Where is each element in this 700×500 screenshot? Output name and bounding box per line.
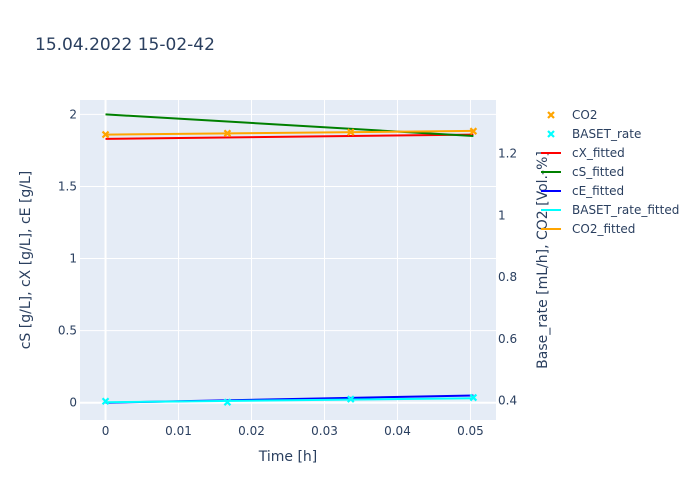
legend-label: cX_fitted [572,146,625,160]
chart-title: 15.04.2022 15-02-42 [35,35,215,55]
legend-label: cS_fitted [572,165,624,179]
y-left-tick-label: 1 [69,252,77,266]
y-left-axis-ticks: 0 0.5 1 1.5 2 [58,107,77,409]
x-axis-title: Time [h] [258,449,318,465]
legend-item-cs-fitted[interactable]: cS_fitted [541,165,624,179]
y-right-tick-label: 0.8 [498,270,517,284]
y-left-axis-title: cS [g/L], cX [g/L], cE [g/L] [18,171,34,350]
y-left-tick-label: 2 [69,107,77,121]
y-right-tick-label: 1.2 [498,147,517,161]
legend-swatch [548,131,554,137]
y-left-tick-label: 1.5 [58,179,77,193]
y-left-tick-label: 0 [69,396,77,410]
y-right-axis-ticks: 0.4 0.6 0.8 1 1.2 [498,147,517,408]
x-tick-label: 0.04 [384,424,411,438]
legend-item-baset-rate[interactable]: BASET_rate [548,127,641,141]
x-tick-label: 0 [102,424,110,438]
legend-label: BASET_rate [572,127,641,141]
plot-background [80,100,496,420]
legend-label: CO2_fitted [572,222,635,236]
legend-label: CO2 [572,108,597,122]
y-right-axis-title: Base_rate [mL/h], CO2 [Vol.-%] [535,151,551,369]
legend-item-baset-rate-fitted[interactable]: BASET_rate_fitted [541,203,679,217]
legend-item-co2-fitted[interactable]: CO2_fitted [541,222,635,236]
x-tick-label: 0.01 [165,424,192,438]
legend-item-ce-fitted[interactable]: cE_fitted [541,184,624,198]
x-tick-label: 0.03 [311,424,338,438]
y-right-tick-label: 0.6 [498,332,517,346]
x-tick-label: 0.05 [457,424,484,438]
x-axis-ticks: 0 0.01 0.02 0.03 0.04 0.05 [102,424,484,438]
y-right-tick-label: 0.4 [498,394,517,408]
y-right-tick-label: 1 [498,208,506,222]
legend-label: cE_fitted [572,184,624,198]
legend: CO2 BASET_rate cX_fitted cS_fitted cE_fitted… [541,108,679,236]
legend-item-cx-fitted[interactable]: cX_fitted [541,146,625,160]
x-tick-label: 0.02 [238,424,265,438]
y-left-tick-label: 0.5 [58,324,77,338]
legend-label: BASET_rate_fitted [572,203,679,217]
legend-item-co2[interactable]: CO2 [548,108,597,122]
legend-swatch [548,112,554,118]
